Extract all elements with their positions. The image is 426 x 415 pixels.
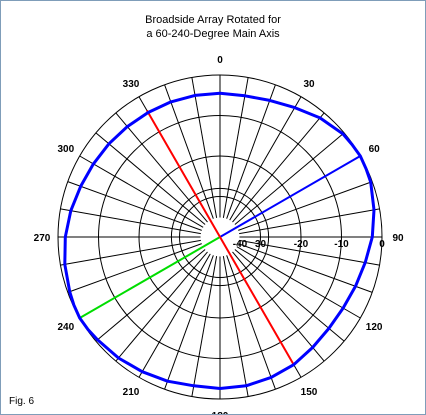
azimuth-label: 150 [301,387,318,398]
grid-spoke [222,256,249,397]
grid-spoke [95,249,206,342]
grid-spoke [226,84,276,219]
grid-spoke [236,246,361,319]
azimuth-labels: 0306090120150180210240270300330 [34,55,404,414]
azimuth-label: 60 [369,144,381,155]
azimuth-label: 30 [303,79,315,90]
grid-spoke [222,77,249,218]
grid-spoke [138,253,211,378]
grid-spoke [191,77,218,218]
grid-spoke [164,255,214,390]
azimuth-label: 0 [217,55,223,66]
grid-spoke [164,84,214,219]
azimuth-label: 120 [366,322,383,333]
ring-label: -20 [294,239,309,250]
pattern-line [63,91,376,390]
azimuth-label: 240 [58,322,75,333]
reference-ray [146,109,221,238]
grid-spoke [95,132,206,225]
azimuth-label: 300 [58,144,75,155]
grid-spoke [67,181,202,231]
reference-ray [79,236,221,319]
grid-spoke [191,256,218,397]
grid-spoke [60,208,201,235]
grid-spoke [115,251,208,362]
ring-labels: -40 30 -20 -10 0 [233,239,385,250]
grid-spoke [115,112,208,223]
grid-spoke [238,243,373,293]
chart-title-line-2: a 60-240-Degree Main Axis [146,28,280,40]
chart-title-line-1: Broadside Array Rotated for [145,14,281,26]
ring-label: -10 [334,239,349,250]
grid-spoke [67,243,202,293]
pattern-series [63,91,376,390]
grid-spoke [232,112,325,223]
grid-spoke [60,239,201,266]
grid-spoke [239,208,380,235]
azimuth-label: 270 [34,233,51,244]
azimuth-label: 210 [123,387,140,398]
grid-spoke [238,181,373,231]
ring-label: -40 [233,239,248,250]
figure-label: Fig. 6 [9,396,35,407]
reference-rays [79,109,361,365]
grid-spoke [234,132,345,225]
ring-label: 0 [379,239,385,250]
ring-label: 30 [255,239,267,250]
reference-ray [219,236,294,365]
azimuth-label: 180 [212,411,229,414]
azimuth-label: 90 [392,233,404,244]
grid-spoke [229,96,302,221]
grid-spoke [239,239,380,266]
azimuth-label: 330 [123,79,140,90]
grid-spoke [226,255,276,390]
grid-spoke [79,155,204,228]
grid-spoke [234,249,345,342]
reference-ray [219,155,361,238]
grid-spoke [232,251,325,362]
